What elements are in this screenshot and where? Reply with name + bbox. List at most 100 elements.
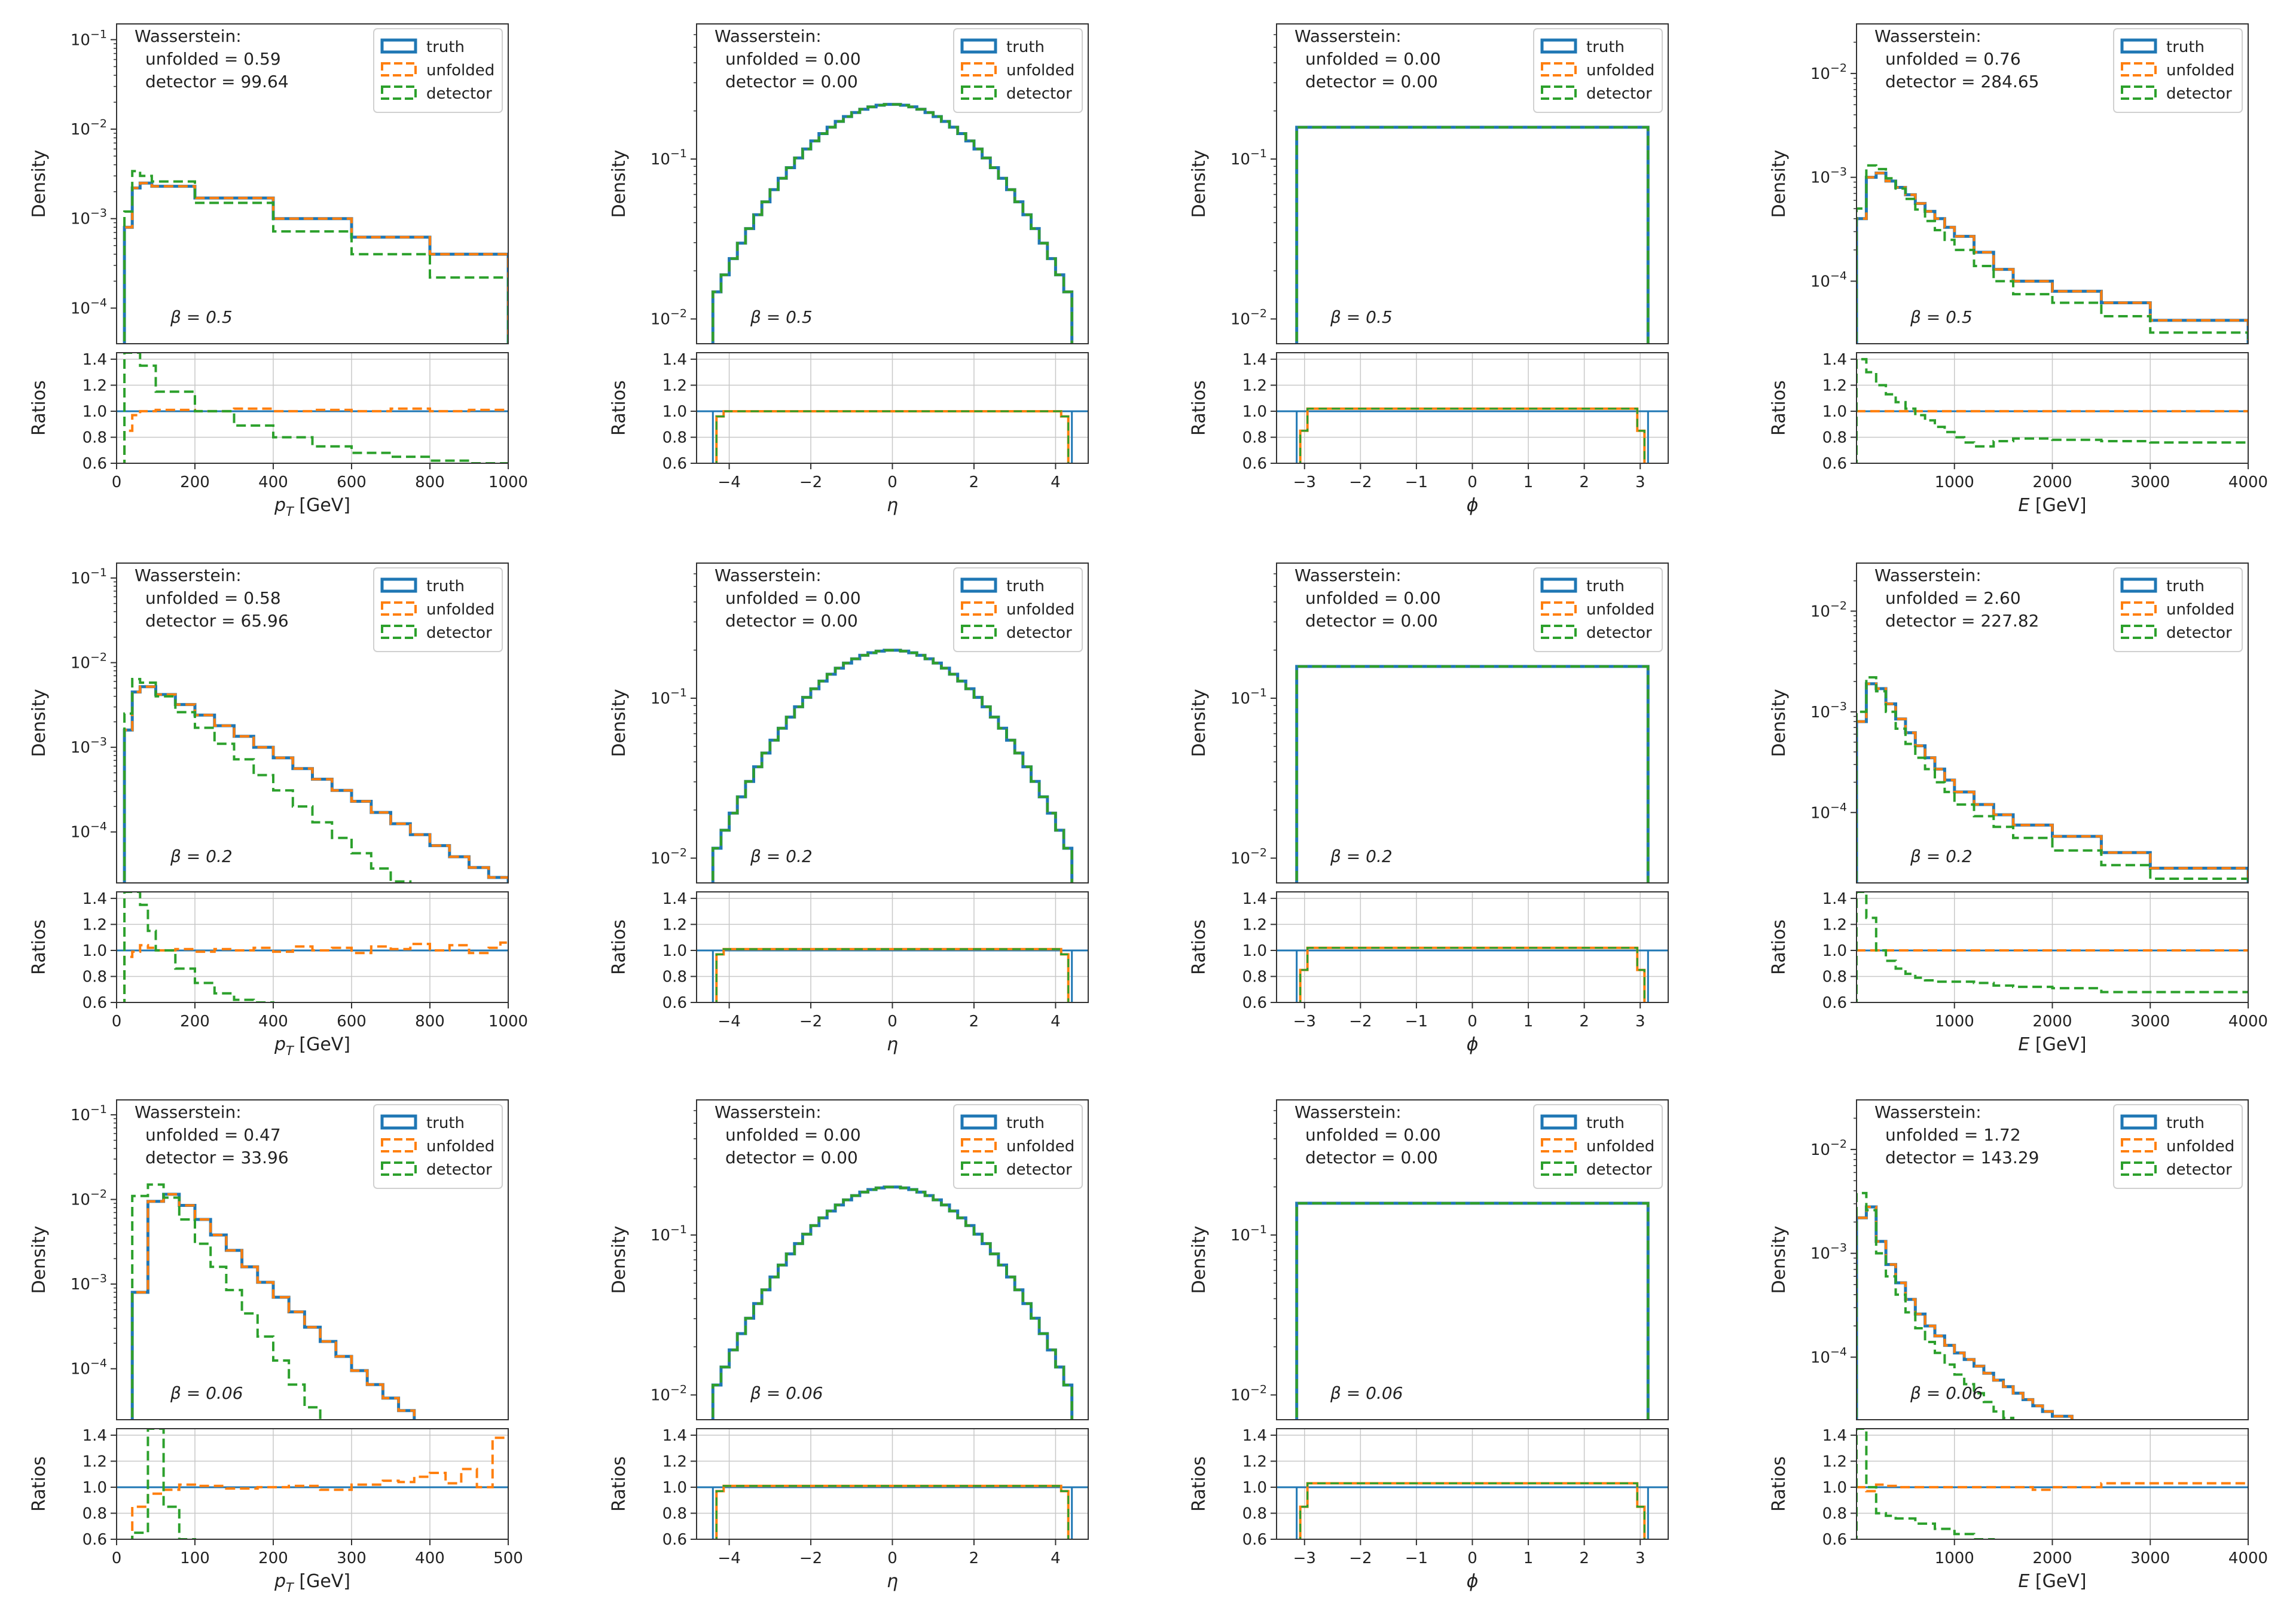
ratio-y-tick-label: 1.2 xyxy=(83,1453,107,1471)
beta-label: β = 0.5 xyxy=(1330,307,1393,327)
ratio-y-tick-label: 1.0 xyxy=(1822,942,1847,960)
panel-2-1: 10−1 10−2 Density Wasserstein: unfolded = 0.… xyxy=(609,1099,1089,1592)
panel-1-0: 10−1 10−2 10−3 10−4 Density Wasserstein: unfol… xyxy=(29,563,528,1058)
ratio-y-tick-label: 1.2 xyxy=(1822,377,1847,395)
ratio-y-tick-label: 1.0 xyxy=(662,942,687,960)
wasserstein-title: Wasserstein: xyxy=(715,565,822,585)
ratio-y-tick-label: 0.6 xyxy=(662,1531,687,1549)
legend-box xyxy=(2113,28,2243,113)
y-tick-label: 10−1 xyxy=(1231,1223,1267,1245)
legend-label-unfolded: unfolded xyxy=(1006,601,1074,619)
legend-swatch-unfolded xyxy=(2121,62,2157,77)
beta-label: β = 0.06 xyxy=(750,1383,823,1403)
legend-label-detector: detector xyxy=(1586,624,1652,642)
panel-1-1: 10−1 10−2 Density Wasserstein: unfolded = 0.… xyxy=(609,563,1089,1055)
x-axis-label: η xyxy=(887,1571,898,1592)
x-tick-label: 0 xyxy=(887,473,897,491)
legend-label-truth: truth xyxy=(2166,38,2205,56)
ratio-y-tick-label: 1.4 xyxy=(83,351,107,369)
x-tick-label: −3 xyxy=(1293,473,1316,491)
main-axes-frame xyxy=(1276,1099,1669,1420)
ratio-axes-frame xyxy=(116,352,509,464)
x-axis-label: ϕ xyxy=(1467,1034,1479,1055)
ratio-y-axis-label: Ratios xyxy=(609,919,630,975)
y-tick-label: 10−3 xyxy=(1810,700,1847,722)
series-line-unfolded xyxy=(1857,172,2248,344)
series-line-unfolded xyxy=(1857,682,2248,883)
ratio-y-tick-label: 0.6 xyxy=(83,994,107,1012)
x-tick-label: 400 xyxy=(258,1013,288,1031)
ratio-y-tick-label: 1.2 xyxy=(1242,916,1267,934)
wasserstein-unfolded: unfolded = 0.59 xyxy=(145,49,281,69)
main-axes-frame xyxy=(1856,23,2249,344)
y-tick-label: 10−4 xyxy=(71,1357,107,1378)
legend-swatch-truth xyxy=(2120,38,2157,54)
ratio-line-unfolded xyxy=(1857,409,2248,463)
ratio-y-tick-label: 1.4 xyxy=(1242,890,1267,908)
legend-label-truth: truth xyxy=(426,577,465,595)
y-tick-label: 10−4 xyxy=(1810,800,1847,822)
legend-swatch-unfolded xyxy=(1541,601,1577,616)
legend-swatch-detector xyxy=(2121,625,2157,639)
main-axes-frame xyxy=(696,23,1089,344)
ratio-y-tick-label: 0.8 xyxy=(1242,429,1267,447)
legend-swatch-truth xyxy=(1540,1114,1577,1130)
panel-0-3: 10−2 10−3 10−4 Density Wasserstein: unfolded … xyxy=(1769,23,2268,516)
legend-label-detector: detector xyxy=(426,1161,492,1179)
wasserstein-detector: detector = 0.00 xyxy=(1305,611,1438,631)
ratio-y-tick-label: 1.0 xyxy=(83,403,107,421)
wasserstein-detector: detector = 143.29 xyxy=(1885,1148,2039,1167)
ratio-line-unfolded xyxy=(1857,1482,2248,1539)
ratio-y-tick-label: 1.4 xyxy=(83,890,107,908)
y-axis-label: Density xyxy=(1769,689,1790,757)
x-tick-label: 200 xyxy=(180,473,210,491)
wasserstein-detector: detector = 0.00 xyxy=(1305,72,1438,91)
ratio-y-axis-label: Ratios xyxy=(29,1456,50,1512)
panel-0-1: 10−1 10−2 Density Wasserstein: unfolded = 0.… xyxy=(609,23,1089,516)
x-tick-label: 600 xyxy=(337,1013,367,1031)
ratio-y-tick-label: 1.0 xyxy=(662,1479,687,1497)
ratio-y-axis-label: Ratios xyxy=(1769,1456,1790,1512)
x-tick-label: −4 xyxy=(718,1013,740,1031)
x-tick-label: 2 xyxy=(1579,1549,1589,1567)
legend-swatch-truth xyxy=(2120,1114,2157,1130)
legend-label-truth: truth xyxy=(1586,577,1625,595)
x-axis-label: pT [GeV] xyxy=(274,1571,350,1595)
ratio-y-tick-label: 1.4 xyxy=(1822,351,1847,369)
y-tick-label: 10−3 xyxy=(71,207,107,228)
wasserstein-unfolded: unfolded = 0.76 xyxy=(1885,49,2021,69)
y-axis-label: Density xyxy=(1189,149,1210,218)
ratio-y-tick-label: 0.8 xyxy=(1822,429,1847,447)
beta-label: β = 0.5 xyxy=(170,307,233,327)
panel-1-3: 10−2 10−3 10−4 Density Wasserstein: unfolded … xyxy=(1769,563,2268,1055)
legend-label-truth: truth xyxy=(2166,1114,2205,1132)
x-tick-label: 300 xyxy=(337,1549,367,1567)
x-tick-label: 4000 xyxy=(2228,1549,2268,1567)
y-tick-label: 10−1 xyxy=(651,686,687,708)
legend-label-truth: truth xyxy=(426,1114,465,1132)
y-axis-label: Density xyxy=(29,689,50,757)
ratio-line-detector xyxy=(1299,1482,1645,1539)
wasserstein-unfolded: unfolded = 2.60 xyxy=(1885,588,2021,608)
legend-swatch-unfolded xyxy=(961,601,997,616)
main-axes-frame xyxy=(116,563,509,884)
legend-swatch-unfolded xyxy=(381,601,417,616)
legend-label-detector: detector xyxy=(1006,624,1072,642)
ratio-y-tick-label: 1.2 xyxy=(1822,916,1847,934)
y-axis-label: Density xyxy=(609,149,630,218)
wasserstein-unfolded: unfolded = 0.00 xyxy=(725,588,861,608)
y-tick-label: 10−2 xyxy=(71,651,107,672)
panel-0-0: 10−1 10−2 10−3 10−4 Density Wasserstein: unfol… xyxy=(29,23,528,519)
legend-label-detector: detector xyxy=(1586,85,1652,103)
ratio-y-axis-label: Ratios xyxy=(1769,380,1790,436)
ratio-line-detector xyxy=(715,410,1070,463)
legend-label-unfolded: unfolded xyxy=(1006,1138,1074,1155)
y-tick-label: 10−2 xyxy=(1810,599,1847,620)
x-tick-label: 2000 xyxy=(2032,1013,2072,1031)
legend-swatch-detector xyxy=(381,85,417,100)
x-tick-label: 4 xyxy=(1051,1549,1061,1567)
x-tick-label: −3 xyxy=(1293,1013,1316,1031)
ratio-y-axis-label: Ratios xyxy=(1189,1456,1210,1512)
x-axis-label: E [GeV] xyxy=(2018,1034,2086,1055)
